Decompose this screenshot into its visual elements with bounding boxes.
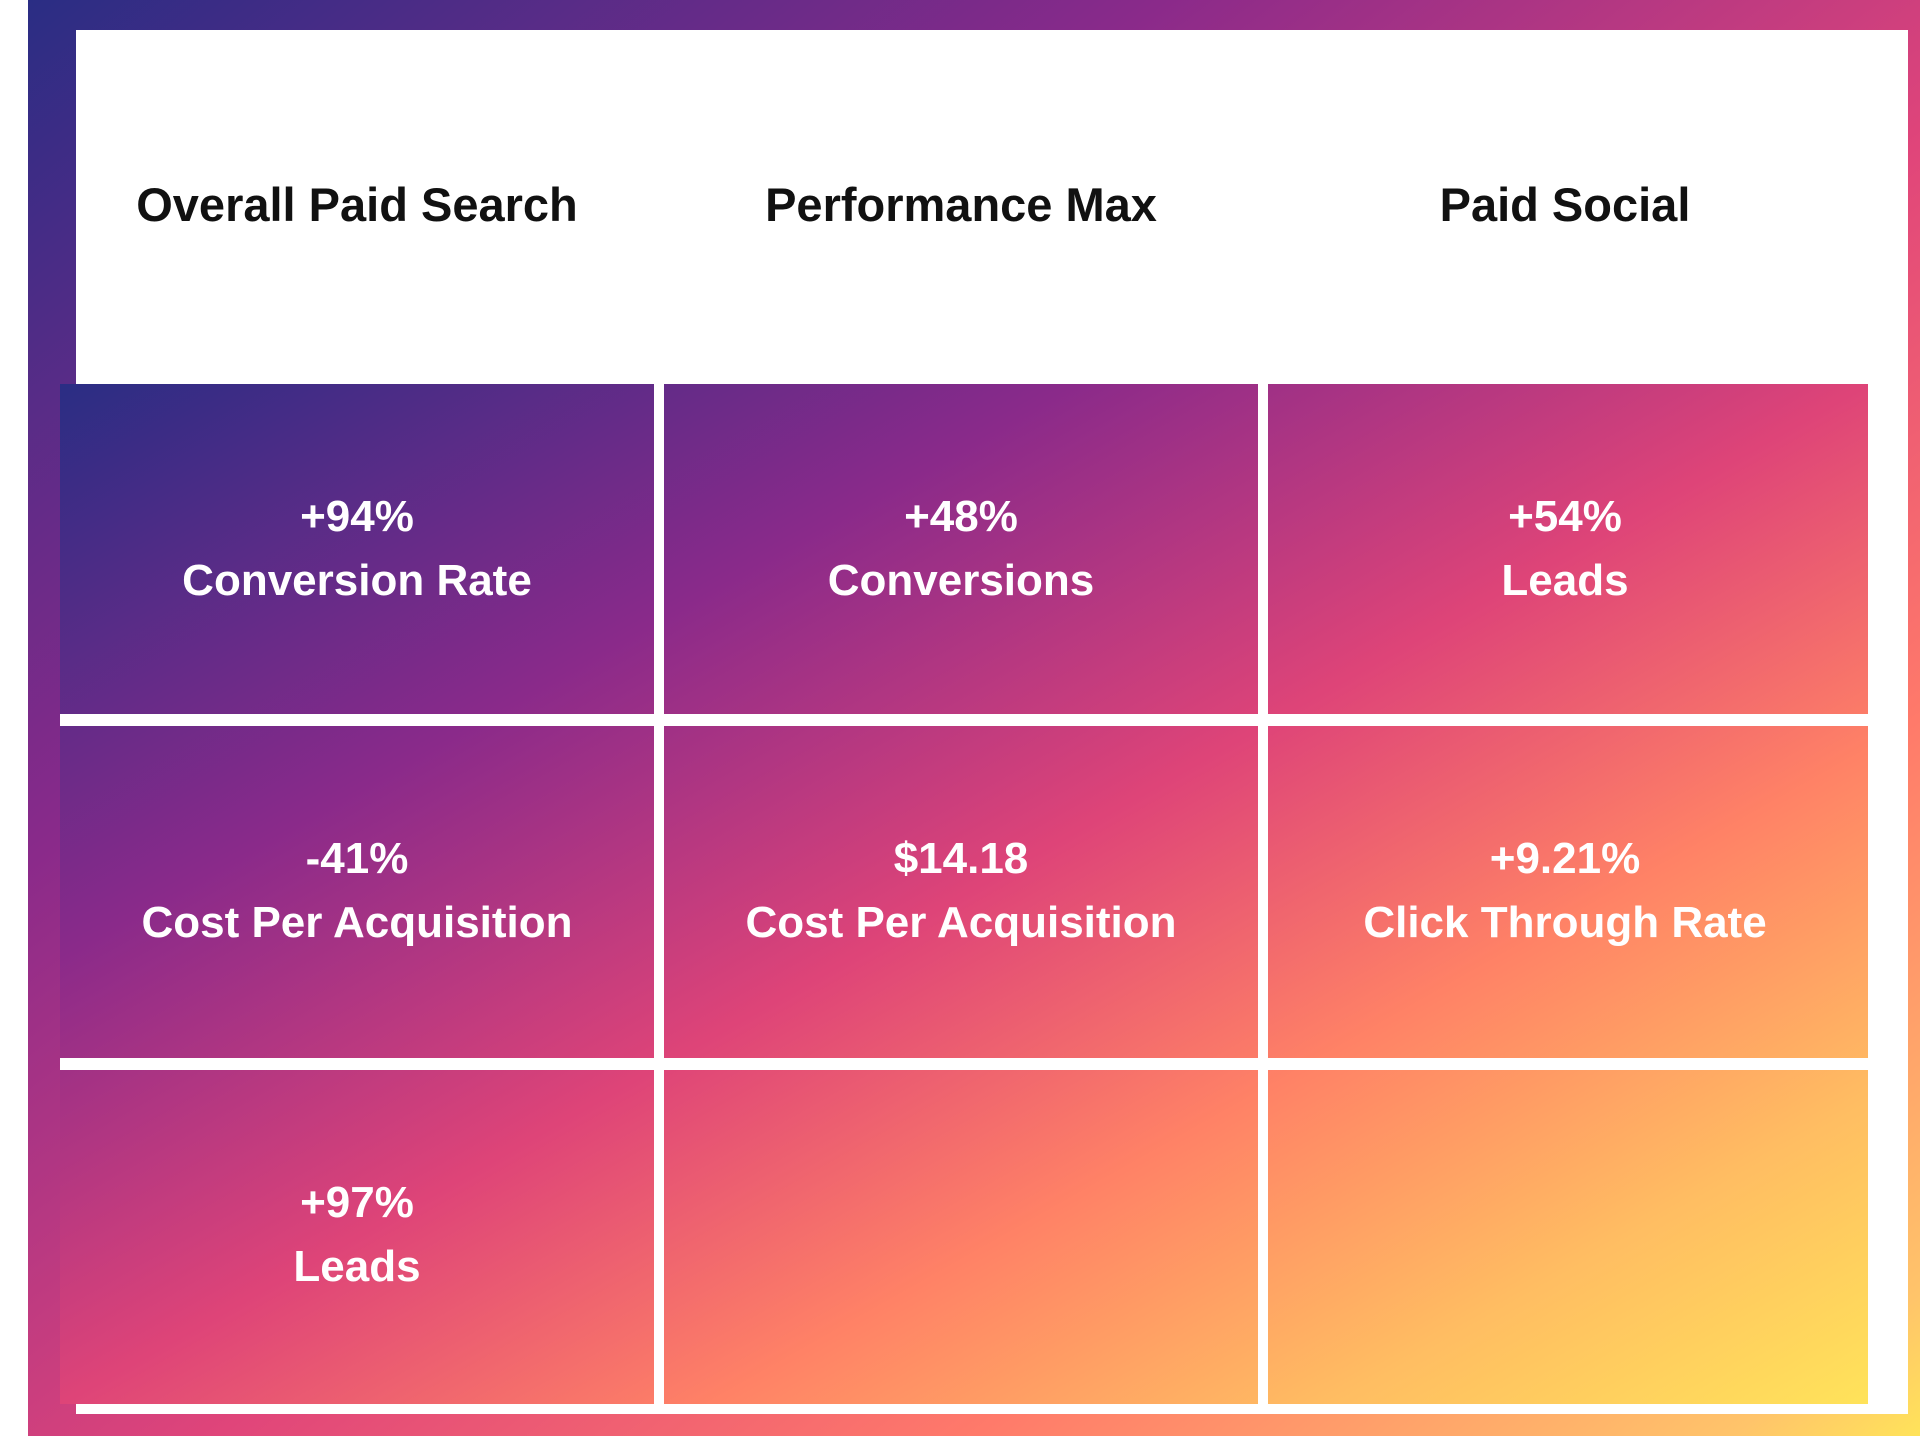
grid-divider: [654, 384, 664, 1404]
metric-label: Cost Per Acquisition: [745, 898, 1177, 947]
metric-value: +54%: [1508, 492, 1622, 541]
grid-divider: [60, 714, 1868, 726]
grid-divider: [60, 1058, 1868, 1070]
metrics-grid: +94% Conversion Rate +48% Conversions +5…: [60, 384, 1868, 1404]
metric-label: Conversions: [827, 556, 1095, 605]
metric-value: +9.21%: [1489, 834, 1641, 883]
empty-cell: [1268, 1070, 1862, 1400]
metric-label: Cost Per Acquisition: [141, 898, 573, 947]
header-performance-max: Performance Max: [765, 178, 1157, 231]
metric-value: $14.18: [893, 834, 1029, 883]
metric-value: +97%: [300, 1178, 414, 1227]
metric-cell: +97% Leads: [60, 1070, 654, 1400]
metric-cell: +48% Conversions: [664, 384, 1258, 714]
metric-label: Conversion Rate: [182, 556, 532, 605]
metric-label: Leads: [1501, 556, 1629, 605]
metric-value: -41%: [305, 834, 409, 883]
metric-cell: +94% Conversion Rate: [60, 384, 654, 714]
grid-divider: [1258, 384, 1268, 1404]
metric-cell: +9.21% Click Through Rate: [1268, 726, 1862, 1056]
header-paid-social: Paid Social: [1439, 178, 1691, 231]
metric-cell: $14.18 Cost Per Acquisition: [664, 726, 1258, 1056]
column-headers: Overall Paid Search Performance Max Paid…: [60, 170, 1870, 240]
metric-value: +48%: [904, 492, 1018, 541]
metric-label: Click Through Rate: [1363, 898, 1767, 947]
metric-cell: -41% Cost Per Acquisition: [60, 726, 654, 1056]
empty-cell: [664, 1070, 1258, 1400]
metric-label: Leads: [293, 1242, 421, 1291]
header-overall-paid-search: Overall Paid Search: [136, 178, 578, 231]
metric-cell: +54% Leads: [1268, 384, 1862, 714]
metric-value: +94%: [300, 492, 414, 541]
